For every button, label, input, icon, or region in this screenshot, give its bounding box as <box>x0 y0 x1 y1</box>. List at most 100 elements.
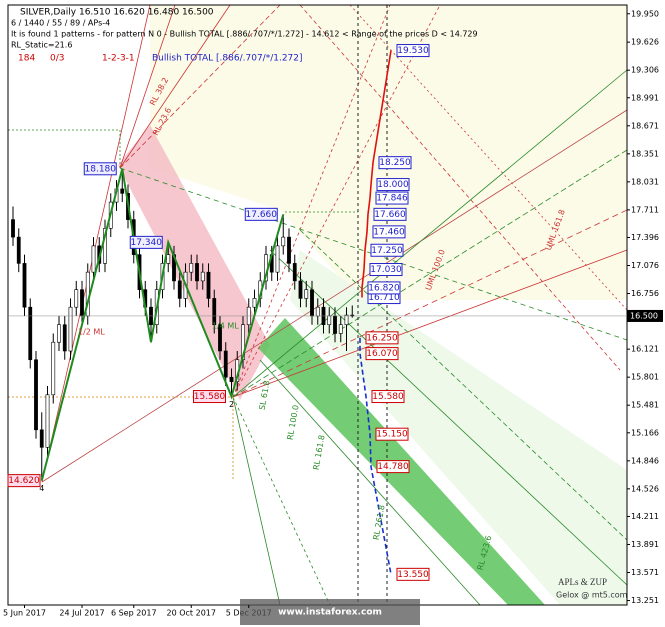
target-label: 15.580 <box>372 392 404 402</box>
target-box <box>373 207 407 221</box>
candle-body <box>16 236 21 264</box>
candle-body <box>34 359 38 431</box>
y-tick-label: 18.031 <box>631 177 659 186</box>
pivot-label-box <box>193 390 226 404</box>
target-label: 17.030 <box>370 265 402 275</box>
annotation: 1/2 ML <box>78 328 105 337</box>
pivot-label: 18.180 <box>85 164 117 174</box>
y-tick-label: 18.351 <box>631 149 659 158</box>
target-label: 18.000 <box>377 180 409 190</box>
target-label: 17.846 <box>376 194 408 204</box>
watermark: www.instaforex.com <box>278 608 382 618</box>
y-tick-label: 15.166 <box>631 428 659 437</box>
target-label: 14.780 <box>377 462 409 472</box>
target-box <box>376 460 410 474</box>
target-label: 18.250 <box>379 158 411 168</box>
candle-body <box>177 280 182 299</box>
x-tick-label: 6 Sep 2017 <box>111 609 157 618</box>
info-line: 6 / 1440 / 55 / 89 / APs-4 <box>11 19 110 28</box>
status: 184 <box>18 54 35 64</box>
target-box <box>396 44 430 58</box>
candle-body <box>304 289 309 299</box>
credit: Gelox @ mt5.com <box>556 591 628 600</box>
target-box <box>370 243 404 257</box>
candle-body <box>74 289 79 308</box>
projection-line <box>359 337 392 575</box>
target-label: 16.070 <box>366 349 398 359</box>
candle-body <box>344 314 349 326</box>
candle-body <box>166 254 171 264</box>
pattern-line <box>40 168 285 481</box>
pivot-name: 4 <box>39 484 44 493</box>
info-line: It is found 1 patterns - for pattern N 0… <box>11 30 478 39</box>
x-tick-label: 24 Jul 2017 <box>59 609 104 618</box>
candle-body <box>57 324 61 343</box>
target-label: 17.460 <box>373 227 405 237</box>
target-box <box>365 347 399 361</box>
target-label: 19.530 <box>397 46 429 56</box>
pivot-label-box <box>129 235 163 249</box>
candle-body <box>206 271 211 299</box>
annotation: 1/4 ML <box>212 322 239 331</box>
info-line: RL_Static=21.6 <box>11 41 72 50</box>
candle-body <box>338 324 343 334</box>
candle-body <box>28 306 33 361</box>
candle-body <box>212 298 217 326</box>
pivot-label-box <box>83 162 117 176</box>
x-tick-label: 20 Oct 2017 <box>167 609 216 618</box>
target-box <box>365 331 399 345</box>
candle-body <box>275 245 280 273</box>
y-tick-label: 17.711 <box>631 205 659 214</box>
y-tick-label: 13.891 <box>631 540 659 549</box>
chart-title: SILVER,Daily 16.510 16.620 16.480 16.500 <box>20 8 214 18</box>
candle-body <box>241 324 245 361</box>
candle-body <box>120 188 125 194</box>
candle-body <box>189 263 194 273</box>
candle-body <box>310 289 314 317</box>
target-label: 16.250 <box>366 333 398 343</box>
y-tick-label: 15.801 <box>631 373 659 382</box>
target-box <box>375 427 409 441</box>
target-label: 17.660 <box>374 210 406 220</box>
candle-body <box>39 429 44 448</box>
projection-line <box>361 50 392 298</box>
zone-yellow <box>150 5 627 300</box>
y-tick-label: 13.251 <box>631 596 659 605</box>
target-box <box>378 156 412 170</box>
fan-lines-red <box>41 4 628 483</box>
pattern-name: Bullish TOTAL [.886/.707/*/1.272] <box>152 54 303 64</box>
candle-body <box>91 245 96 273</box>
target-label: 17.250 <box>371 246 403 256</box>
candle-body <box>200 271 205 282</box>
candle-body <box>103 228 107 264</box>
y-tick-label: 13.571 <box>631 568 659 577</box>
current-price-box <box>627 309 663 322</box>
pivot-label-box <box>244 207 278 221</box>
x-tick-label: 5 Jun 2017 <box>3 609 46 618</box>
target-box <box>375 191 409 205</box>
candle-body <box>298 280 303 299</box>
y-tick-label: 14.526 <box>631 484 659 493</box>
y-tick-label: 19.950 <box>631 9 659 18</box>
y-tick-label: 15.481 <box>631 401 659 410</box>
y-tick-label: 18.991 <box>631 93 659 102</box>
target-box <box>396 567 430 581</box>
candle-body <box>195 263 199 282</box>
target-box <box>371 390 405 404</box>
y-tick-label: 18.671 <box>631 121 659 130</box>
watermark-box <box>240 599 420 625</box>
status: 0/3 <box>50 54 64 64</box>
candle-body <box>252 298 257 308</box>
y-tick-label: 16.756 <box>631 289 659 298</box>
candle-body <box>11 219 15 238</box>
y-tick-label: 17.076 <box>631 261 659 270</box>
current-price-label: 16.500 <box>630 311 658 320</box>
y-tick-label: 14.846 <box>631 456 659 465</box>
credit: APLs & ZUP <box>558 577 607 587</box>
candle-body <box>68 306 73 352</box>
candle-body <box>80 289 84 317</box>
y-tick-label: 16.121 <box>631 345 659 354</box>
pivot-label: 14.620 <box>8 476 40 486</box>
y-tick-label: 17.396 <box>631 233 659 242</box>
